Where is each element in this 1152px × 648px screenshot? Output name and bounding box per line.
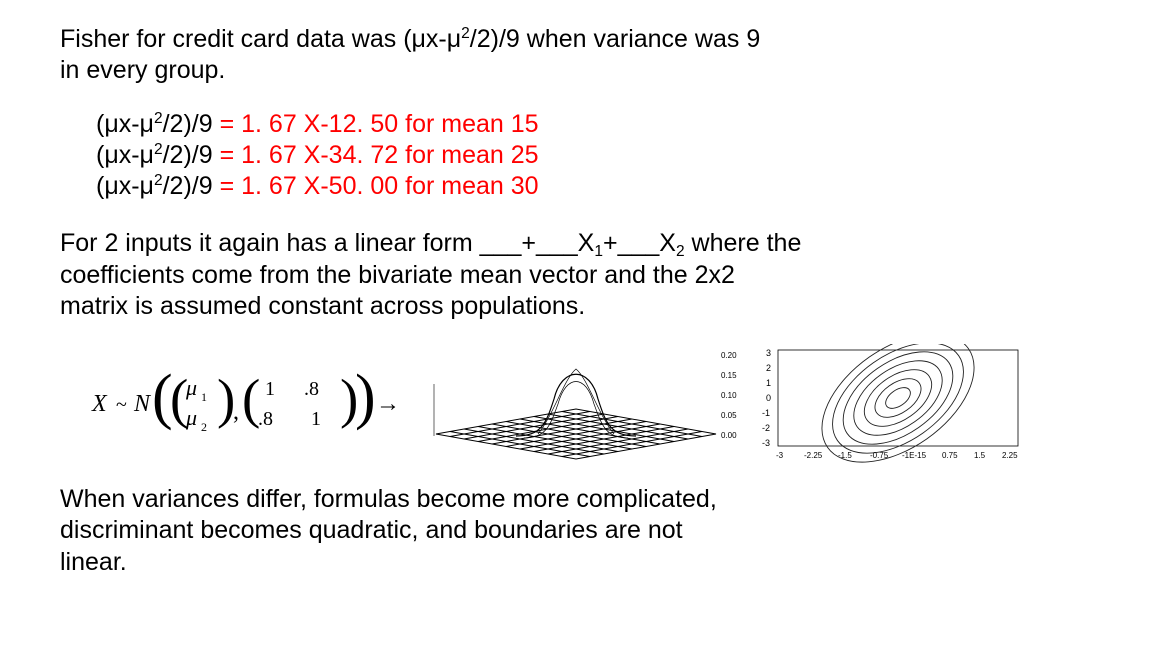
svg-text:0.00: 0.00 — [721, 431, 737, 440]
svg-text:-3: -3 — [776, 451, 784, 460]
intro-formula: μx-μ2/2)/9 — [412, 25, 520, 53]
arrow-icon: → — [376, 391, 400, 417]
equation-block: (μx-μ2/2)/9 = 1. 67 X-12. 50 for mean 15… — [96, 109, 1092, 203]
equation-rhs: = 1. 67 X-12. 50 for mean 15 — [220, 109, 539, 140]
para-2: For 2 inputs it again has a linear form … — [60, 228, 1092, 322]
equation-rhs: = 1. 67 X-50. 00 for mean 30 — [220, 171, 539, 202]
para3-a: When variances differ, formulas become m… — [60, 485, 717, 513]
para-3: When variances differ, formulas become m… — [60, 484, 1092, 578]
svg-text:0.20: 0.20 — [721, 351, 737, 360]
para3-b: discriminant becomes quadratic, and boun… — [60, 516, 683, 544]
cov-a21: .8 — [258, 408, 273, 430]
sub-mu1: 1 — [201, 390, 207, 404]
svg-text:2: 2 — [766, 363, 771, 373]
svg-text:-1E-15: -1E-15 — [902, 451, 927, 460]
svg-text:-2.25: -2.25 — [804, 451, 823, 460]
equation-row: (μx-μ2/2)/9 = 1. 67 X-34. 72 for mean 25 — [96, 140, 1092, 171]
svg-text:0: 0 — [766, 393, 771, 403]
sym-mu1: μ — [185, 375, 197, 400]
svg-text:-3: -3 — [762, 438, 770, 448]
cov-a22: 1 — [311, 408, 321, 430]
equation-rhs: = 1. 67 X-34. 72 for mean 25 — [220, 140, 539, 171]
intro-line2: in every group. — [60, 56, 225, 84]
bivariate-surface-plot: 0.20 0.15 0.10 0.05 0.00 — [406, 344, 746, 464]
para2-b: +___X — [603, 229, 676, 257]
equation-row: (μx-μ2/2)/9 = 1. 67 X-12. 50 for mean 15 — [96, 109, 1092, 140]
intro-post1: when variance was 9 — [520, 25, 760, 53]
svg-text:-1.5: -1.5 — [838, 451, 852, 460]
figure-row: X ~ N ( ) ( ) μ 1 μ 2 , ( ) 1 .8 .8 — [86, 344, 1092, 464]
equation-lhs: (μx-μ2/2)/9 — [96, 171, 220, 202]
comma: , — [233, 399, 239, 425]
para3-c: linear. — [60, 548, 127, 576]
sym-N: N — [133, 391, 152, 417]
svg-text:3: 3 — [766, 348, 771, 358]
cov-a12: .8 — [304, 378, 319, 400]
svg-text:-0.75: -0.75 — [870, 451, 889, 460]
sub-mu2: 2 — [201, 420, 207, 434]
para2-a: For 2 inputs it again has a linear form … — [60, 229, 594, 257]
bivariate-normal-expression: X ~ N ( ) ( ) μ 1 μ 2 , ( ) 1 .8 .8 — [86, 361, 406, 447]
svg-text:0.10: 0.10 — [721, 391, 737, 400]
sym-mu2: μ — [185, 405, 197, 430]
svg-text:0.05: 0.05 — [721, 411, 737, 420]
svg-text:-2: -2 — [762, 423, 770, 433]
intro-paragraph: Fisher for credit card data was (μx-μ2/2… — [60, 24, 1092, 87]
svg-text:1.5: 1.5 — [974, 451, 986, 460]
svg-text:2.25: 2.25 — [1002, 451, 1018, 460]
sym-tilde: ~ — [116, 394, 127, 416]
svg-text:-1: -1 — [762, 408, 770, 418]
equation-lhs: (μx-μ2/2)/9 — [96, 109, 220, 140]
bivariate-contour-plot: 3 2 1 0 -1 -2 -3 -3 -2.25 -1.5 -0.75 -1E… — [746, 344, 1036, 464]
equation-row: (μx-μ2/2)/9 = 1. 67 X-50. 00 for mean 30 — [96, 171, 1092, 202]
svg-text:0.15: 0.15 — [721, 371, 737, 380]
equation-lhs: (μx-μ2/2)/9 — [96, 140, 220, 171]
svg-text:1: 1 — [766, 378, 771, 388]
intro-pre: Fisher for credit card data was ( — [60, 25, 412, 53]
para2-e: matrix is assumed constant across popula… — [60, 292, 585, 320]
cov-a11: 1 — [265, 378, 275, 400]
sym-X: X — [91, 391, 108, 417]
para2-c: where the — [685, 229, 802, 257]
paren-cov-right: ) — [340, 368, 358, 429]
svg-text:0.75: 0.75 — [942, 451, 958, 460]
para2-d: coefficients come from the bivariate mea… — [60, 261, 735, 289]
